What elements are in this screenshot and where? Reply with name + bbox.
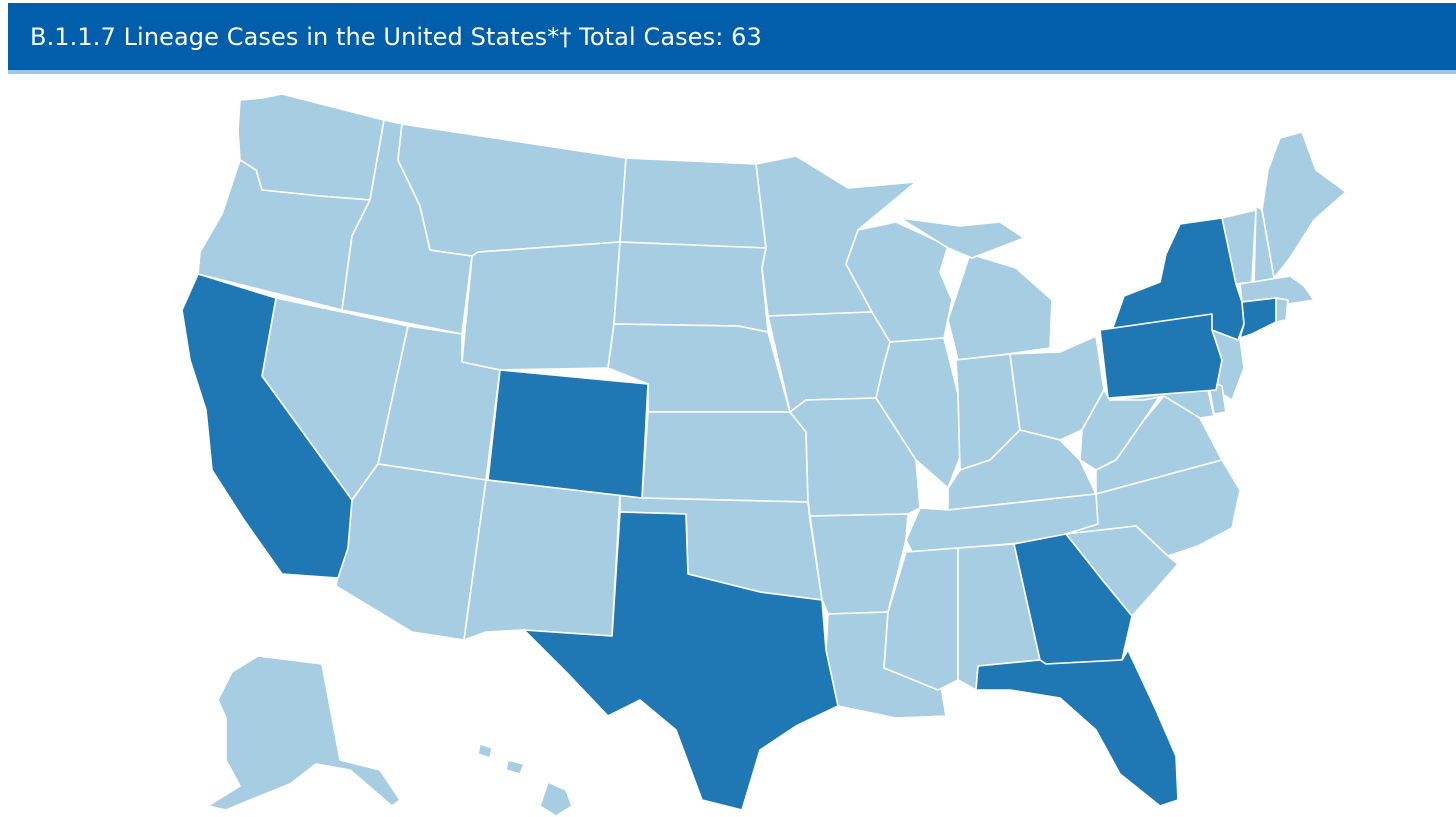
state-california[interactable] [181, 273, 353, 579]
title-bar: B.1.1.7 Lineage Cases in the United Stat… [8, 3, 1456, 74]
state-north-carolina[interactable] [1065, 459, 1241, 557]
state-hawaii-small-2[interactable] [505, 759, 525, 775]
state-montana[interactable] [397, 123, 627, 257]
state-wyoming[interactable] [461, 241, 621, 371]
state-michigan-upper[interactable] [899, 217, 1025, 259]
state-hawaii-big[interactable] [539, 781, 573, 817]
state-rhode-island[interactable] [1275, 297, 1289, 323]
state-florida[interactable] [975, 649, 1179, 807]
state-pennsylvania[interactable] [1099, 313, 1223, 399]
state-michigan-lower[interactable] [947, 253, 1053, 361]
state-colorado[interactable] [487, 369, 649, 499]
top-rule [0, 0, 1456, 3]
state-hawaii-small-1[interactable] [477, 743, 493, 759]
state-south-dakota[interactable] [613, 241, 769, 333]
state-new-mexico[interactable] [463, 479, 621, 641]
state-north-dakota[interactable] [619, 157, 767, 249]
state-texas[interactable] [523, 511, 839, 811]
state-alaska[interactable] [207, 655, 401, 811]
state-kansas[interactable] [641, 411, 809, 503]
us-map [0, 74, 1456, 817]
state-connecticut[interactable] [1239, 297, 1277, 339]
state-maine[interactable] [1261, 131, 1347, 279]
us-map-svg [181, 93, 1347, 817]
state-iowa[interactable] [767, 311, 891, 413]
state-missouri[interactable] [789, 397, 921, 517]
map-title: B.1.1.7 Lineage Cases in the United Stat… [30, 22, 762, 51]
state-arizona[interactable] [335, 463, 487, 641]
